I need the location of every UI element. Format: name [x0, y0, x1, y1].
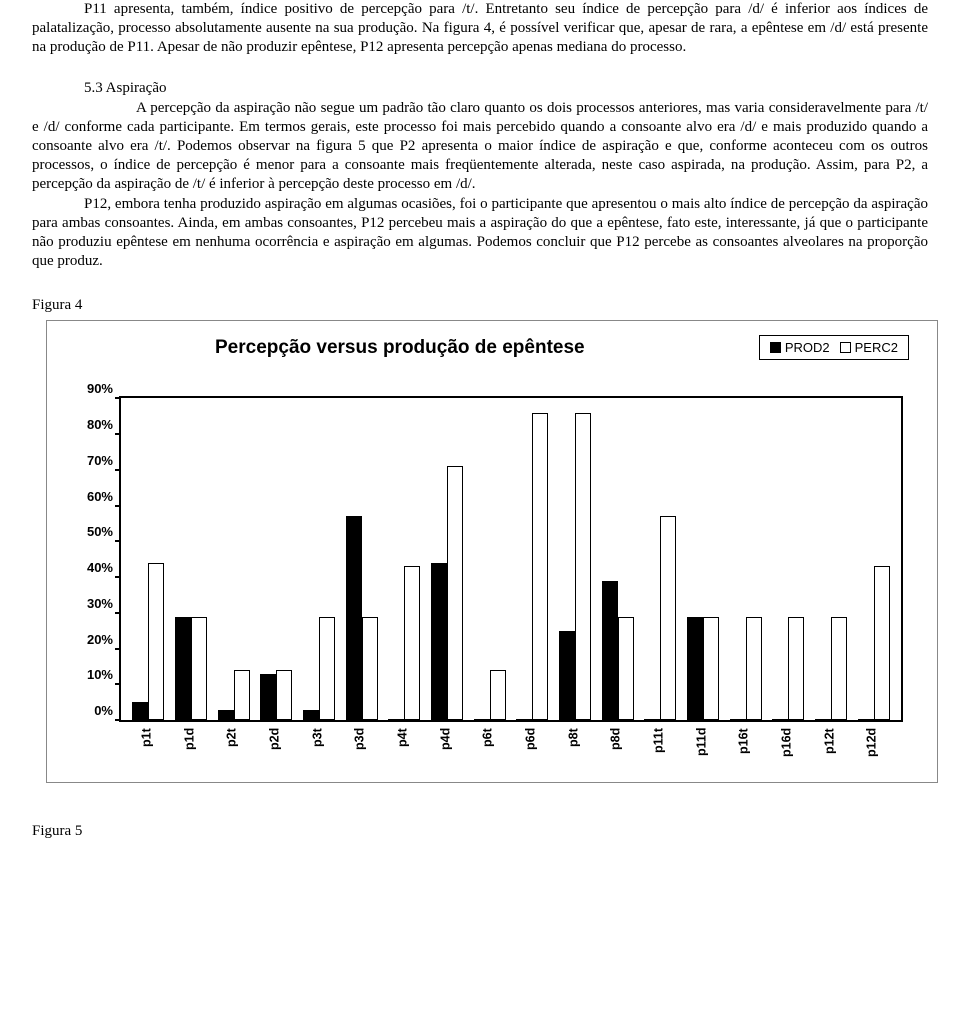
- figure-5-label: Figura 5: [32, 823, 928, 840]
- bar-prod: [772, 719, 788, 720]
- x-tick-label: p6t: [466, 728, 509, 772]
- bar-perc: [618, 617, 634, 721]
- bar-prod: [218, 710, 234, 721]
- legend-swatch-filled: [770, 342, 781, 353]
- bar-prod: [260, 674, 276, 721]
- bar-prod: [388, 719, 404, 720]
- bar-perc: [319, 617, 335, 721]
- bar-prod: [303, 710, 319, 721]
- bar-prod: [815, 719, 831, 720]
- bar-group: [639, 398, 682, 720]
- bar-group: [682, 398, 725, 720]
- bar-group: [852, 398, 895, 720]
- legend-swatch-outline: [840, 342, 851, 353]
- x-tick-label: p4d: [424, 728, 467, 772]
- section-heading: 5.3 Aspiração: [84, 80, 928, 97]
- x-tick-label: p11d: [680, 728, 723, 772]
- bar-perc: [788, 617, 804, 721]
- bar-perc: [276, 670, 292, 720]
- bar-perc: [746, 617, 762, 721]
- x-tick-label: p1t: [125, 728, 168, 772]
- bar-prod: [516, 719, 532, 720]
- bar-perc: [532, 413, 548, 721]
- bar-group: [383, 398, 426, 720]
- bar-group: [127, 398, 170, 720]
- x-tick-label: p4t: [381, 728, 424, 772]
- bar-perc: [148, 563, 164, 720]
- bar-perc: [831, 617, 847, 721]
- para-2-text: A percepção da aspiração não segue um pa…: [32, 100, 928, 193]
- bar-prod: [132, 702, 148, 720]
- bar-prod: [730, 719, 746, 720]
- para-2: A percepção da aspiração não segue um pa…: [32, 99, 928, 195]
- chart-title: Percepção versus produção de epêntese: [215, 337, 585, 359]
- bar-perc: [490, 670, 506, 720]
- legend-item-prod: PROD2: [770, 340, 830, 355]
- bar-group: [212, 398, 255, 720]
- x-tick-label: p16d: [765, 728, 808, 772]
- bar-prod: [346, 516, 362, 720]
- bar-perc: [874, 566, 890, 720]
- x-tick-label: p8d: [594, 728, 637, 772]
- para-1: P11 apresenta, também, índice positivo d…: [32, 0, 928, 58]
- bar-perc: [362, 617, 378, 721]
- bar-group: [170, 398, 213, 720]
- plot-area: [119, 396, 903, 722]
- bar-perc: [447, 466, 463, 720]
- bar-prod: [431, 563, 447, 720]
- bar-prod: [602, 581, 618, 721]
- x-tick-label: p2d: [253, 728, 296, 772]
- x-tick-label: p12t: [808, 728, 851, 772]
- bar-perc: [234, 670, 250, 720]
- bar-group: [468, 398, 511, 720]
- bar-perc: [703, 617, 719, 721]
- legend-label-prod: PROD2: [785, 340, 830, 355]
- bar-prod: [687, 617, 703, 721]
- bar-prod: [474, 719, 490, 720]
- x-tick-label: p6d: [509, 728, 552, 772]
- x-tick-label: p11t: [637, 728, 680, 772]
- bar-group: [724, 398, 767, 720]
- x-tick-label: p3d: [338, 728, 381, 772]
- bar-perc: [575, 413, 591, 721]
- legend-label-perc: PERC2: [855, 340, 898, 355]
- bar-group: [554, 398, 597, 720]
- x-tick-label: p8t: [552, 728, 595, 772]
- bar-prod: [175, 617, 191, 721]
- x-tick-label: p1d: [168, 728, 211, 772]
- bar-group: [767, 398, 810, 720]
- para-3: P12, embora tenha produzido aspiração em…: [32, 195, 928, 272]
- bar-group: [596, 398, 639, 720]
- bar-group: [255, 398, 298, 720]
- bar-group: [298, 398, 341, 720]
- bar-prod: [644, 719, 660, 720]
- bar-perc: [660, 516, 676, 720]
- legend-item-perc: PERC2: [840, 340, 898, 355]
- bar-group: [340, 398, 383, 720]
- x-tick-label: p16t: [722, 728, 765, 772]
- bar-prod: [858, 719, 874, 720]
- figure-4-label: Figura 4: [32, 297, 928, 314]
- chart-legend: PROD2 PERC2: [759, 335, 909, 360]
- bar-group: [426, 398, 469, 720]
- bar-group: [511, 398, 554, 720]
- y-axis: 0%10%20%30%40%50%60%70%80%90%: [75, 396, 119, 718]
- x-tick-label: p12d: [850, 728, 893, 772]
- bar-perc: [191, 617, 207, 721]
- bar-group: [810, 398, 853, 720]
- x-axis: p1tp1dp2tp2dp3tp3dp4tp4dp6tp6dp8tp8dp11t…: [119, 722, 899, 772]
- chart-container: Percepção versus produção de epêntese PR…: [46, 320, 938, 783]
- bar-prod: [559, 631, 575, 720]
- bar-perc: [404, 566, 420, 720]
- x-tick-label: p3t: [296, 728, 339, 772]
- x-tick-label: p2t: [210, 728, 253, 772]
